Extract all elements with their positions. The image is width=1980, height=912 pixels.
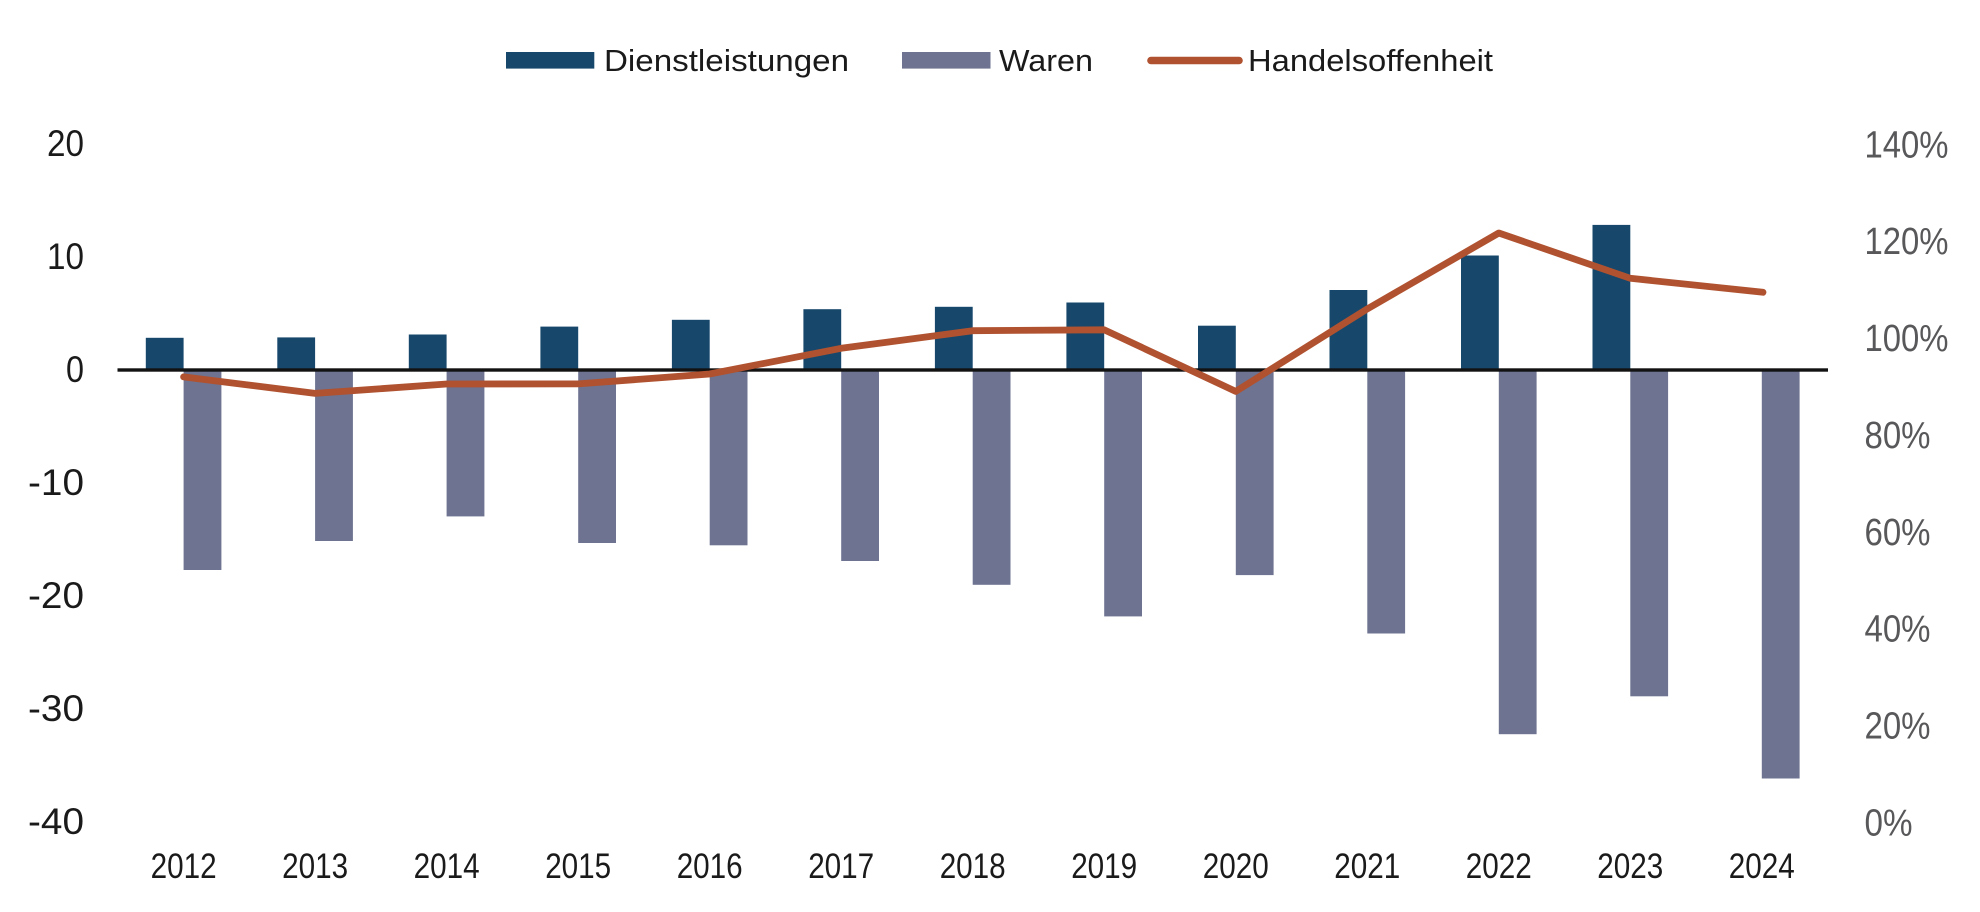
svg-text:140%: 140% [1865, 124, 1949, 166]
svg-text:2014: 2014 [414, 847, 480, 886]
svg-text:2015: 2015 [545, 847, 611, 886]
svg-text:2022: 2022 [1466, 847, 1532, 886]
svg-text:10: 10 [47, 236, 84, 277]
svg-text:0: 0 [66, 349, 84, 390]
svg-text:2017: 2017 [808, 847, 874, 886]
svg-text:2012: 2012 [151, 847, 217, 886]
svg-text:60%: 60% [1865, 512, 1931, 554]
svg-text:2019: 2019 [1071, 847, 1137, 886]
svg-text:-40: -40 [28, 801, 84, 842]
svg-text:2024: 2024 [1729, 847, 1795, 886]
svg-text:0%: 0% [1865, 802, 1913, 844]
svg-text:2016: 2016 [677, 847, 743, 886]
svg-text:Handelsoffenheit: Handelsoffenheit [1248, 43, 1493, 78]
svg-text:2018: 2018 [940, 847, 1006, 886]
svg-text:2021: 2021 [1334, 847, 1400, 886]
svg-text:20: 20 [47, 123, 84, 164]
svg-text:2020: 2020 [1203, 847, 1269, 886]
svg-text:Waren: Waren [999, 43, 1093, 78]
svg-text:40%: 40% [1865, 609, 1931, 651]
svg-text:Dienstleistungen: Dienstleistungen [604, 43, 849, 78]
svg-text:-30: -30 [28, 688, 84, 729]
svg-text:-20: -20 [28, 575, 84, 616]
svg-text:2023: 2023 [1597, 847, 1663, 886]
svg-text:-10: -10 [28, 462, 84, 503]
svg-text:120%: 120% [1865, 221, 1949, 263]
svg-text:2013: 2013 [282, 847, 348, 886]
svg-text:100%: 100% [1865, 318, 1949, 360]
svg-text:80%: 80% [1865, 415, 1931, 457]
svg-text:20%: 20% [1865, 706, 1931, 748]
